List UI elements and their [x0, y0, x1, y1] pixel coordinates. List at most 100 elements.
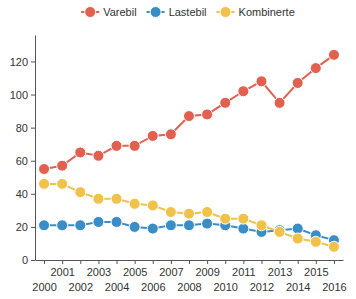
- x-tick-label: 2015: [304, 266, 328, 278]
- x-tick-label: 2004: [105, 281, 129, 293]
- y-tick-label: 80: [16, 122, 28, 134]
- x-tick: 2013: [268, 260, 292, 278]
- x-tick-mark: [153, 260, 154, 264]
- x-tick-mark: [261, 260, 262, 264]
- point: [202, 109, 213, 120]
- point: [202, 207, 213, 218]
- point: [129, 140, 140, 151]
- point: [57, 160, 68, 171]
- x-tick-label: 2007: [159, 266, 183, 278]
- point: [39, 178, 50, 189]
- y-tick-mark: [31, 161, 35, 162]
- series-line: [44, 184, 334, 247]
- y-tick-label: 100: [10, 89, 28, 101]
- point: [75, 187, 86, 198]
- x-tick-mark: [225, 260, 226, 264]
- legend-item: Lastebil: [147, 6, 207, 18]
- x-tick-label: 2003: [87, 266, 111, 278]
- y-tick-label: 40: [16, 188, 28, 200]
- point: [147, 200, 158, 211]
- legend: Varebil Lastebil Kombinerte: [81, 6, 295, 18]
- x-tick-mark: [117, 260, 118, 264]
- x-tick-mark: [80, 260, 81, 264]
- point: [165, 129, 176, 140]
- x-tick-label: 2016: [322, 281, 346, 293]
- y-tick: 80: [16, 122, 35, 134]
- point: [328, 241, 339, 252]
- x-tick-mark: [135, 260, 136, 264]
- x-tick-mark: [280, 260, 281, 264]
- x-tick-label: 2013: [268, 266, 292, 278]
- x-tick-mark: [62, 260, 63, 264]
- y-tick-label: 20: [16, 221, 28, 233]
- point: [111, 216, 122, 227]
- point: [147, 223, 158, 234]
- point: [274, 226, 285, 237]
- point: [75, 220, 86, 231]
- y-tick-label: 60: [16, 155, 28, 167]
- y-tick: 100: [10, 89, 35, 101]
- y-tick-mark: [31, 227, 35, 228]
- y-tick: 60: [16, 155, 35, 167]
- y-tick: 120: [10, 55, 35, 67]
- point: [39, 220, 50, 231]
- legend-marker: [85, 7, 96, 18]
- x-tick-label: 2000: [32, 281, 56, 293]
- point: [129, 221, 140, 232]
- x-tick: 2005: [123, 260, 147, 278]
- point: [328, 49, 339, 60]
- legend-marker: [220, 7, 231, 18]
- x-tick-mark: [243, 260, 244, 264]
- point: [57, 220, 68, 231]
- point: [256, 220, 267, 231]
- x-tick-mark: [298, 260, 299, 264]
- x-tick-mark: [316, 260, 317, 264]
- point: [93, 193, 104, 204]
- y-tick-mark: [31, 95, 35, 96]
- point: [274, 97, 285, 108]
- y-tick-mark: [31, 194, 35, 195]
- x-tick-mark: [98, 260, 99, 264]
- point: [57, 178, 68, 189]
- point: [75, 147, 86, 158]
- y-tick-mark: [31, 260, 35, 261]
- series-line: [44, 55, 334, 169]
- x-tick-mark: [44, 260, 45, 264]
- point: [93, 150, 104, 161]
- y-tick-mark: [31, 61, 35, 62]
- point: [165, 220, 176, 231]
- legend-marker: [150, 7, 161, 18]
- y-axis: 0 20 40 60 80 100 120: [10, 36, 36, 267]
- y-tick: 0: [22, 254, 35, 266]
- x-tick-label: 2011: [232, 266, 256, 278]
- legend-label: Lastebil: [169, 6, 207, 18]
- x-tick-label: 2005: [123, 266, 147, 278]
- x-axis: 2000200120022003200420052006200720082009…: [32, 260, 346, 293]
- legend-item: Varebil: [81, 6, 136, 18]
- chart: 0204060801001202000200120022003200420052…: [0, 0, 356, 299]
- point: [238, 223, 249, 234]
- point: [292, 233, 303, 244]
- y-tick-label: 0: [22, 254, 28, 266]
- point: [184, 220, 195, 231]
- point: [310, 63, 321, 74]
- x-tick-mark: [189, 260, 190, 264]
- x-tick: 2007: [159, 260, 183, 278]
- x-tick: 2001: [50, 260, 74, 278]
- x-tick-label: 2009: [195, 266, 219, 278]
- point: [184, 111, 195, 122]
- legend-label: Kombinerte: [239, 6, 295, 18]
- x-tick: 2011: [232, 260, 256, 278]
- y-tick-mark: [31, 128, 35, 129]
- point: [93, 216, 104, 227]
- point: [165, 207, 176, 218]
- series: [39, 178, 340, 252]
- point: [111, 140, 122, 151]
- x-tick: 2003: [87, 260, 111, 278]
- y-tick: 40: [16, 188, 35, 200]
- point: [220, 213, 231, 224]
- x-tick-label: 2014: [286, 281, 310, 293]
- point: [238, 213, 249, 224]
- y-axis-line: [35, 36, 36, 261]
- point: [292, 77, 303, 88]
